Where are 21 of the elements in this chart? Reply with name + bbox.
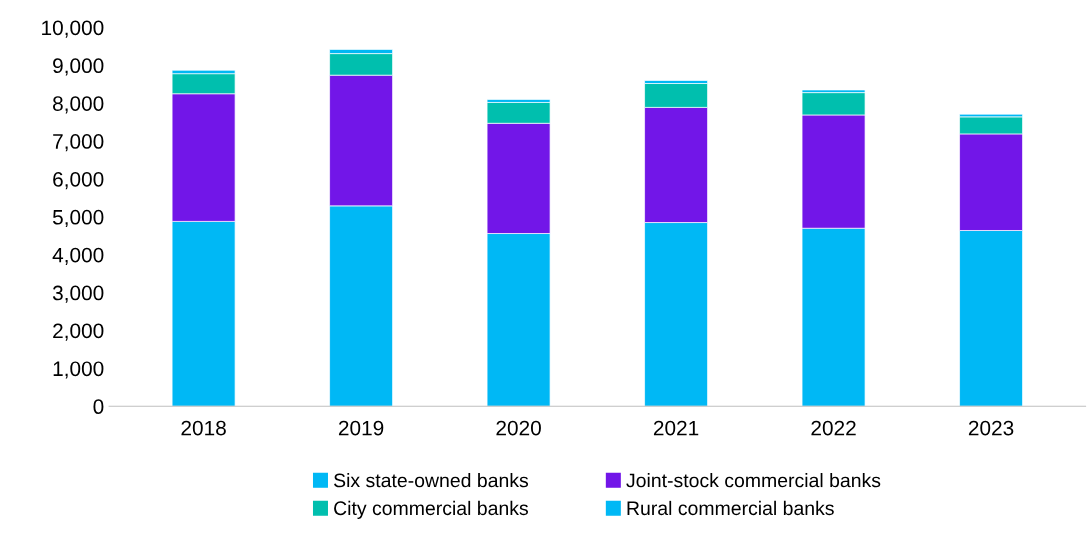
y-tick-label: 9,000	[53, 58, 104, 76]
y-tick-label: 7,000	[53, 134, 104, 152]
y-tick-label: 5,000	[52, 209, 104, 228]
y-tick-label: 3,000	[52, 285, 104, 303]
x-tick-label: 2019	[338, 420, 384, 436]
y-tick-label: 10,000	[42, 20, 104, 38]
x-tick-label: 2018	[181, 420, 226, 436]
y-tick-label: 0	[93, 399, 104, 415]
y-tick-label: 2,000	[53, 323, 104, 341]
legend-label: Rural commercial banks	[627, 500, 834, 516]
x-tick-label: 2023	[968, 420, 1014, 436]
legend-label: Joint-stock commercial banks	[626, 473, 881, 488]
y-tick-label: 8,000	[53, 96, 104, 114]
y-tick-label: 1,000	[53, 361, 104, 379]
x-tick-label: 2022	[811, 420, 856, 436]
y-tick-label: 4,000	[52, 247, 104, 265]
x-tick-label: 2021	[653, 420, 699, 436]
y-tick-label: 6,000	[53, 171, 104, 190]
legend-label: City commercial banks	[334, 500, 528, 519]
x-tick-label: 2020	[496, 420, 541, 436]
legend-label: Six state-owned banks	[334, 473, 529, 488]
